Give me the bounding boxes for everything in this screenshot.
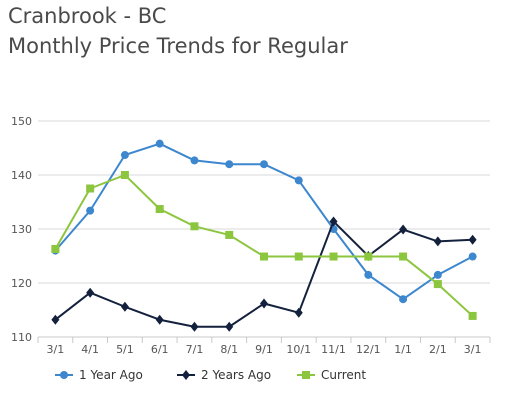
- x-tick-label: 8/1: [220, 343, 238, 356]
- data-point-2-years-ago: [433, 236, 442, 247]
- x-tick-label: 7/1: [186, 343, 204, 356]
- x-tick-label: 3/1: [47, 343, 65, 356]
- y-tick-label: 110: [11, 331, 32, 344]
- data-point-2-years-ago: [399, 224, 408, 235]
- data-point-1-year-ago: [364, 270, 373, 279]
- y-tick-label: 120: [11, 277, 32, 290]
- chart-title: Cranbrook - BC: [8, 4, 167, 28]
- x-tick-label: 1/1: [394, 343, 412, 356]
- legend-marker-1-year-ago: [60, 371, 68, 379]
- data-point-current: [86, 184, 95, 193]
- data-point-current: [329, 252, 338, 261]
- y-tick-label: 150: [11, 115, 32, 128]
- x-tick-label: 9/1: [255, 343, 273, 356]
- data-point-current: [468, 311, 477, 320]
- data-point-2-years-ago: [120, 301, 129, 312]
- x-tick-label: 3/1: [464, 343, 482, 356]
- data-point-2-years-ago: [468, 234, 477, 245]
- data-point-1-year-ago: [294, 176, 303, 185]
- chart-subtitle: Monthly Price Trends for Regular: [8, 34, 348, 58]
- data-point-current: [190, 222, 199, 231]
- data-point-1-year-ago: [225, 160, 234, 169]
- data-point-current: [294, 252, 303, 261]
- legend-label-current: Current: [321, 368, 366, 382]
- x-tick-label: 11/1: [321, 343, 346, 356]
- data-point-2-years-ago: [260, 298, 268, 309]
- data-point-1-year-ago: [433, 270, 442, 279]
- x-tick-label: 4/1: [81, 343, 99, 356]
- data-point-2-years-ago: [51, 314, 60, 325]
- data-point-1-year-ago: [190, 156, 199, 165]
- x-tick-label: 10/1: [286, 343, 311, 356]
- x-tick-label: 12/1: [356, 343, 381, 356]
- data-point-current: [399, 252, 408, 261]
- x-tick-label: 6/1: [151, 343, 169, 356]
- data-point-1-year-ago: [399, 295, 408, 304]
- data-point-1-year-ago: [155, 139, 164, 148]
- data-point-1-year-ago: [468, 252, 477, 261]
- data-point-2-years-ago: [225, 321, 234, 332]
- x-tick-label: 2/1: [429, 343, 447, 356]
- data-point-current: [155, 205, 164, 214]
- y-tick-label: 130: [11, 223, 32, 236]
- data-point-2-years-ago: [329, 216, 338, 227]
- legend-marker-2-years-ago: [182, 370, 190, 380]
- data-point-1-year-ago: [86, 206, 95, 215]
- data-point-2-years-ago: [190, 321, 199, 332]
- x-tick-label: 5/1: [116, 343, 134, 356]
- legend-marker-current: [302, 371, 310, 379]
- legend-label-1-year-ago: 1 Year Ago: [79, 368, 143, 382]
- data-point-current: [225, 230, 234, 239]
- series-line-2-years-ago: [54, 220, 473, 328]
- data-point-2-years-ago: [294, 307, 303, 318]
- data-point-2-years-ago: [155, 314, 164, 325]
- data-point-1-year-ago: [120, 151, 129, 160]
- y-tick-label: 140: [11, 169, 32, 182]
- data-point-current: [120, 171, 129, 179]
- data-point-1-year-ago: [260, 160, 268, 169]
- data-point-current: [364, 252, 373, 261]
- data-point-2-years-ago: [86, 287, 95, 298]
- data-point-current: [433, 280, 442, 289]
- legend-label-2-years-ago: 2 Years Ago: [201, 368, 271, 382]
- data-point-current: [260, 252, 268, 261]
- data-point-current: [51, 244, 60, 253]
